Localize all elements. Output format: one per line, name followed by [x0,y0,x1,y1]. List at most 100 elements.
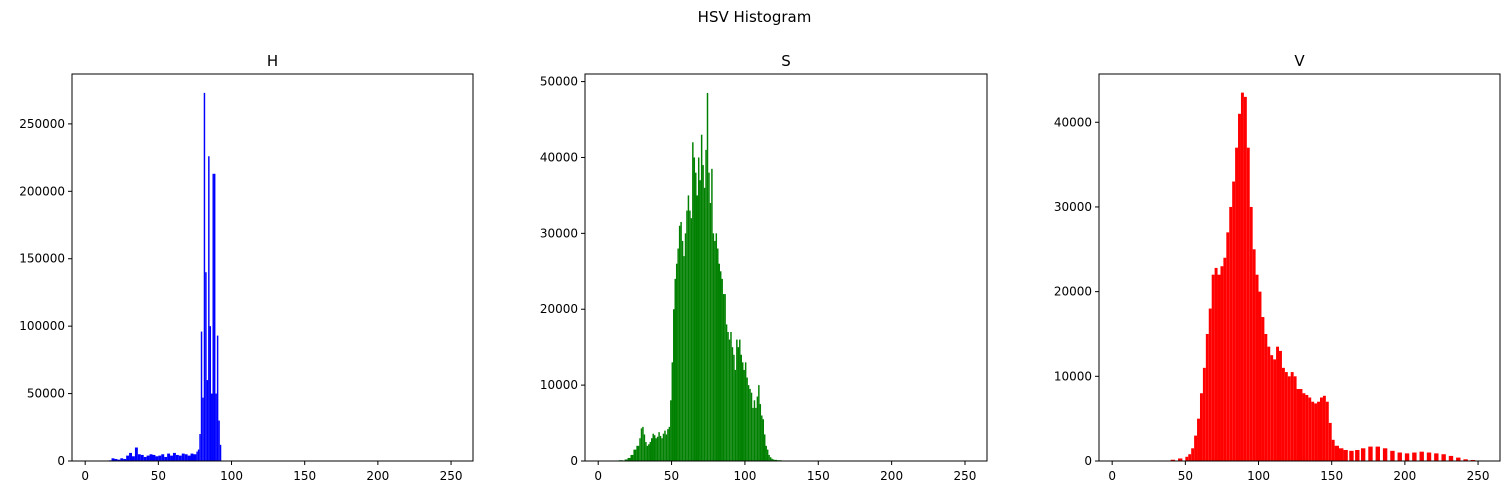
bar [700,134,703,461]
figure-suptitle: HSV Histogram [697,8,812,26]
bar [215,393,217,461]
bar [705,149,707,461]
bar [658,432,660,461]
bar [216,335,219,461]
bar [709,203,712,461]
bar [1343,449,1348,461]
bar [1355,449,1360,461]
bar [627,457,631,461]
bar [702,165,704,461]
bar [749,388,751,461]
bar [1305,394,1309,461]
y-tick-label: 10000 [540,378,578,392]
bar [212,173,214,461]
bar [696,195,698,461]
x-tick-label: 200 [880,469,903,483]
bar [211,393,213,461]
bar [1267,346,1271,461]
bar [768,454,770,461]
bar [624,459,628,461]
bar [670,400,672,461]
y-tick-label: 20000 [540,302,578,316]
bar [140,454,144,461]
bar [143,456,147,461]
bar [675,263,678,461]
bar [1287,376,1291,461]
y-tick-label: 0 [570,454,578,468]
bar [120,458,124,461]
bar [158,455,162,461]
bar [123,458,127,461]
y-tick-label: 40000 [540,150,578,164]
bar [1185,456,1189,461]
bar [1334,445,1340,461]
bar [1246,147,1250,462]
bar [1261,317,1265,461]
bar [677,248,679,461]
bar [152,454,156,461]
bar [1208,308,1212,461]
bar [755,407,757,461]
axes-frame [584,73,988,462]
bar [756,396,759,461]
bar [721,278,723,461]
x-tick-label: 0 [594,469,602,483]
y-tick-label: 150000 [19,252,65,266]
bar [724,294,726,461]
bar [1390,450,1395,461]
bar [1284,372,1288,461]
bar [772,459,775,461]
bar [205,272,207,461]
bar [715,233,718,461]
y-tick-label: 50000 [540,75,578,89]
bar [1273,359,1277,461]
bar [739,339,741,461]
bar [1339,448,1344,461]
bar [727,332,729,461]
y-tick-label: 250000 [19,117,65,131]
bar [1170,459,1176,461]
y-tick-label: 20000 [1054,285,1092,299]
bar [712,233,715,461]
bar [199,434,201,461]
bar [1319,397,1323,461]
bar [728,339,731,461]
bar [1441,454,1446,461]
bar [111,458,115,461]
bar [743,369,745,461]
x-tick-label: 150 [1320,469,1343,483]
bar [753,400,756,461]
bar [683,256,685,461]
x-tick-label: 50 [664,469,679,483]
bar [202,397,204,461]
y-tick-label: 0 [1084,454,1092,468]
bars-h [108,92,222,461]
bar [149,454,153,461]
bar [167,453,171,461]
bar [1205,333,1209,461]
bar [636,445,640,461]
bar [1235,147,1239,462]
bar [134,447,138,461]
bar [1252,249,1256,461]
bar [1258,291,1262,461]
bar [703,187,706,461]
bar [719,271,722,461]
bar [1331,439,1335,461]
bar [680,221,682,461]
subplot-s: S 0 50 100 150 200 250 0 10000 20000 30000 40000 500… [540,52,988,483]
bar [206,380,209,461]
bar [219,444,222,461]
bar [1302,393,1306,461]
bar [752,407,754,461]
bar [643,434,646,461]
x-tick-label: 100 [733,469,756,483]
bar [1349,450,1354,461]
bar [1311,401,1315,461]
bar [1456,457,1461,461]
bar [184,454,188,461]
bar [1434,453,1439,461]
bar [1290,372,1294,461]
bar [213,173,216,461]
bar [652,433,654,461]
